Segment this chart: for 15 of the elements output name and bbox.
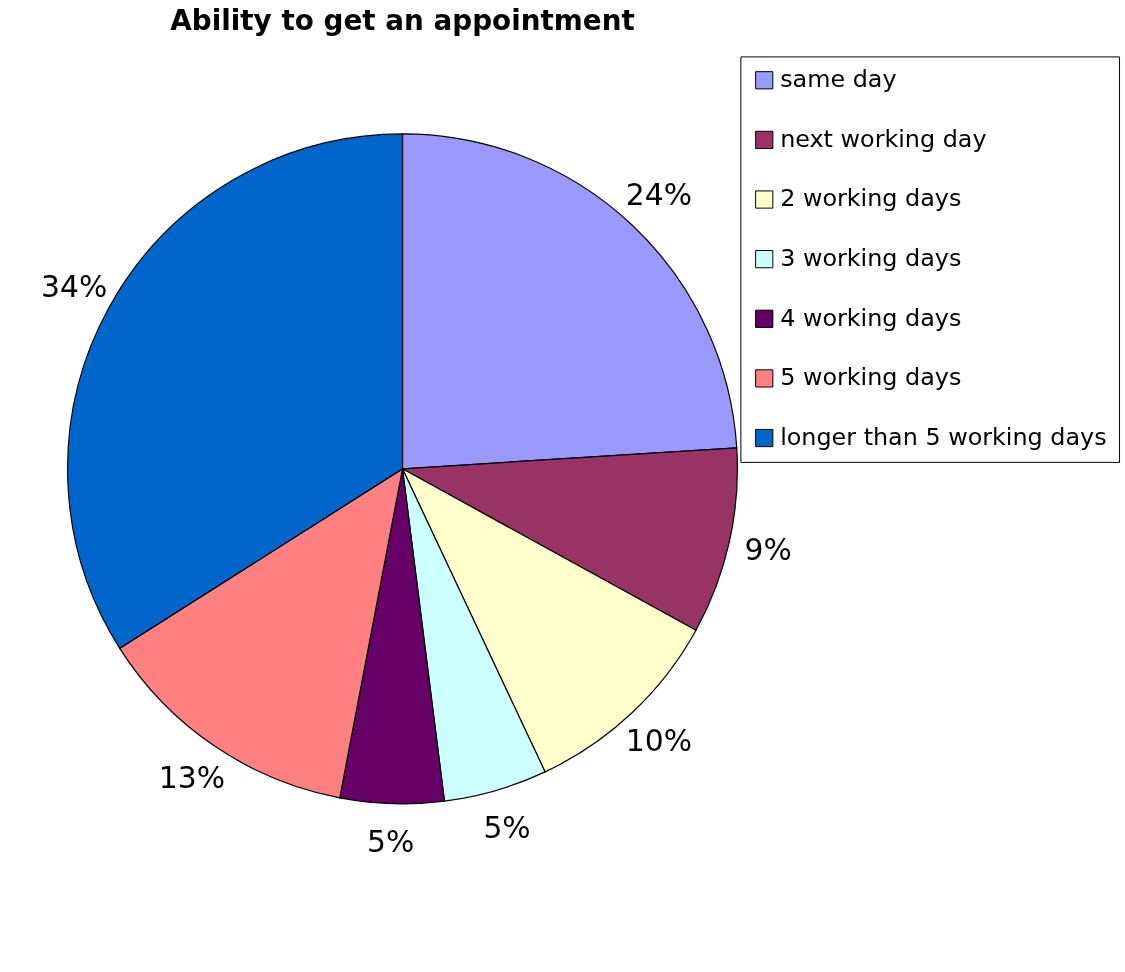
data-label: 10% — [625, 722, 693, 758]
legend-label: same day — [780, 65, 897, 94]
data-label: 13% — [158, 759, 226, 795]
legend-label: 2 working days — [780, 184, 962, 213]
data-label: 5% — [367, 824, 415, 860]
data-label: 5% — [483, 809, 531, 845]
data-label: 24% — [625, 176, 693, 212]
legend-label: 4 working days — [780, 303, 962, 332]
data-label: 9% — [744, 531, 792, 567]
data-label: 34% — [41, 269, 108, 305]
legend-label: next working day — [780, 124, 987, 153]
legend-label: 5 working days — [780, 363, 962, 392]
legend-label: longer than 5 working days — [780, 423, 1107, 451]
chart-title: Ability to get an appointment — [170, 4, 635, 38]
legend-label: 3 working days — [780, 244, 962, 273]
